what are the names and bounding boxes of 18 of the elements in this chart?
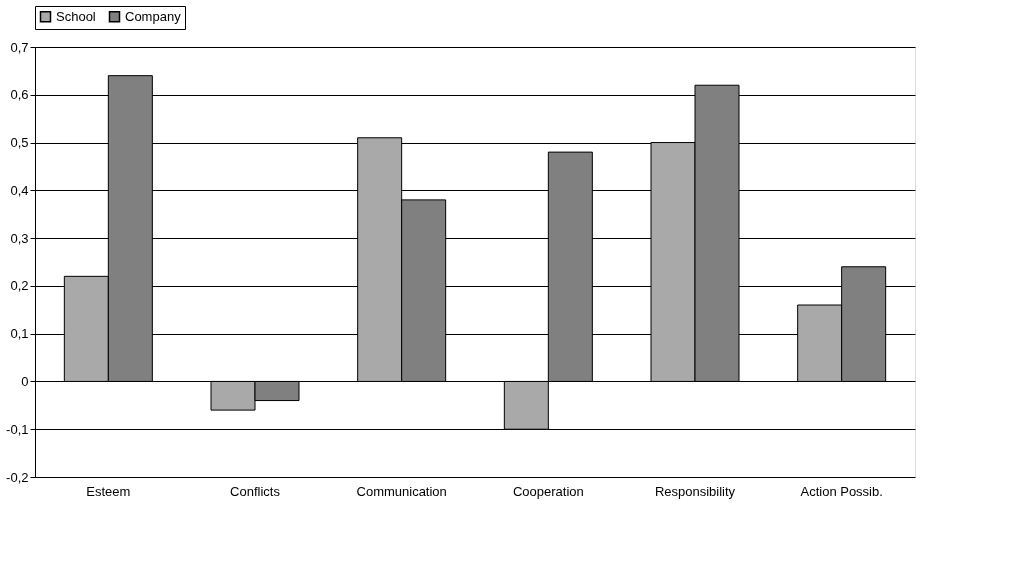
- x-tick-label: Cooperation: [512, 483, 584, 499]
- y-tick-label: 0,3: [10, 230, 29, 246]
- x-tick-label: Responsibility: [654, 483, 736, 499]
- x-tick-label: Esteem: [86, 483, 131, 499]
- y-tick-label: 0: [21, 373, 29, 389]
- y-tick-label: 0,2: [10, 278, 29, 294]
- x-tick-label: Communication: [356, 483, 447, 499]
- y-tick-label: 0,4: [10, 182, 29, 198]
- y-tick-label: 0,1: [10, 326, 29, 342]
- x-tick-label: Conflicts: [230, 483, 281, 499]
- y-tick-label: 0,7: [10, 39, 29, 55]
- y-tick-label: -0,2: [6, 469, 29, 485]
- y-tick-label: 0,5: [10, 135, 29, 151]
- x-tick-label: Action Possib.: [800, 483, 883, 499]
- y-tick-label: 0,6: [10, 87, 29, 103]
- y-tick-label: -0,1: [6, 421, 29, 437]
- legend-label: Company: [125, 8, 182, 24]
- legend-label: School: [56, 8, 96, 24]
